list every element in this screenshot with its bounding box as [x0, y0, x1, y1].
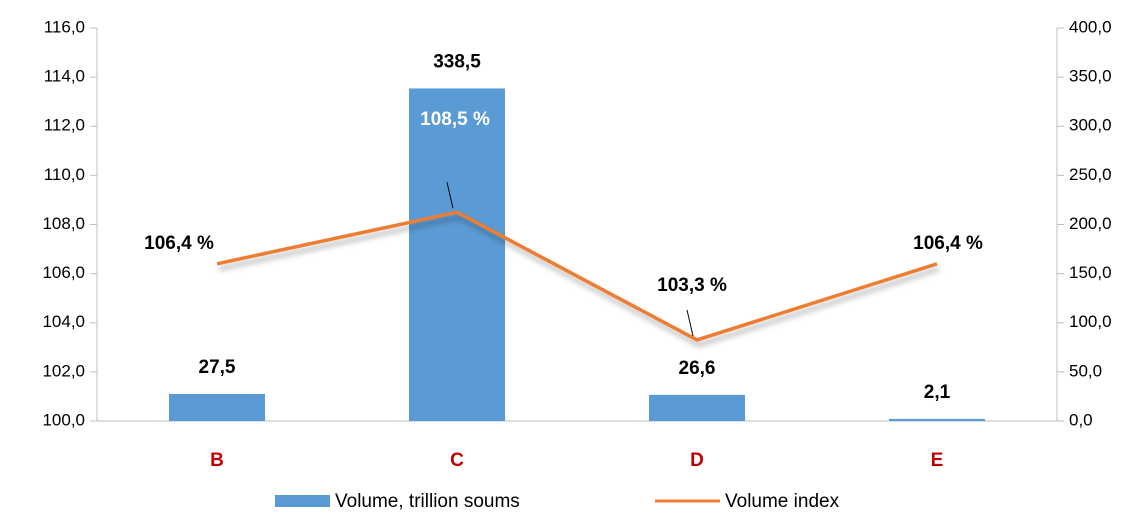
- legend-label: Volume, trillion soums: [335, 491, 520, 512]
- y2-tick-label: 250,0: [1069, 165, 1112, 184]
- x-tick-label: D: [690, 450, 704, 471]
- legend-swatch: [275, 495, 330, 507]
- y2-tick-label: 200,0: [1069, 214, 1112, 233]
- y2-tick-label: 350,0: [1069, 67, 1112, 86]
- leader-line: [446, 182, 454, 209]
- line-value-label: 103,3 %: [657, 275, 727, 296]
- y-tick-label: 100,0: [42, 410, 85, 429]
- y2-tick-label: 50,0: [1069, 361, 1102, 380]
- bar-value-label: 338,5: [433, 51, 481, 72]
- y-tick-label: 104,0: [42, 312, 85, 331]
- y-tick-label: 112,0: [44, 116, 85, 135]
- line-value-label: 106,4 %: [144, 233, 214, 254]
- y2-tick-label: 150,0: [1069, 263, 1112, 282]
- legend-label: Volume index: [725, 491, 840, 512]
- x-tick-label: E: [931, 450, 944, 471]
- y2-tick-label: 300,0: [1069, 116, 1112, 135]
- bar-value-label: 2,1: [924, 382, 951, 403]
- y-tick-label: 110,0: [44, 165, 85, 184]
- y2-tick-label: 400,0: [1069, 17, 1112, 36]
- y-tick-label: 108,0: [42, 214, 85, 233]
- bar: [889, 418, 985, 421]
- y-tick-label: 116,0: [44, 17, 85, 36]
- bar: [649, 394, 745, 421]
- y-tick-label: 102,0: [42, 361, 85, 380]
- y-tick-label: 114,0: [44, 67, 85, 86]
- line-value-label: 108,5 %: [420, 109, 490, 130]
- line-value-label: 106,4 %: [913, 233, 983, 254]
- bar-value-label: 26,6: [679, 358, 716, 379]
- y2-tick-label: 0,0: [1069, 410, 1093, 429]
- y-tick-label: 106,0: [42, 263, 85, 282]
- bar: [409, 88, 505, 421]
- bar: [169, 393, 265, 421]
- leader-line: [686, 309, 694, 337]
- x-tick-label: B: [210, 450, 224, 471]
- y2-tick-label: 100,0: [1069, 312, 1112, 331]
- x-tick-label: C: [450, 450, 464, 471]
- line: [216, 210, 938, 342]
- bar-value-label: 27,5: [199, 357, 236, 378]
